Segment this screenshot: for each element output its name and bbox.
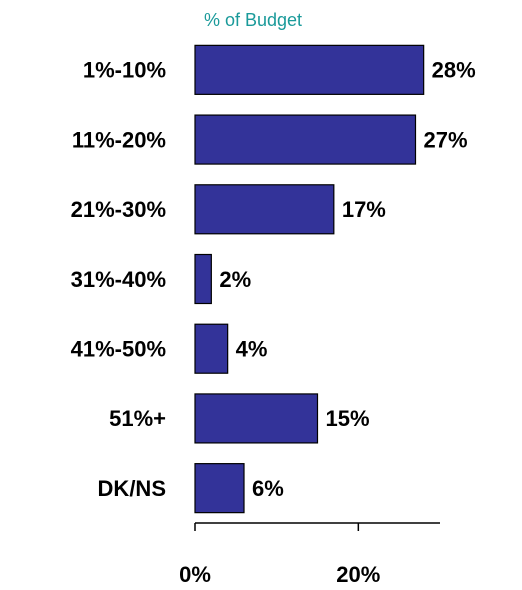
x-tick-label: 20% <box>336 562 380 587</box>
bar <box>194 114 417 165</box>
y-tick-label: 51%+ <box>109 406 166 431</box>
y-tick-label: DK/NS <box>98 476 166 501</box>
bar <box>194 184 335 235</box>
y-tick-label: 31%-40% <box>71 267 166 292</box>
y-tick-label: 41%-50% <box>71 337 166 362</box>
chart-title: % of Budget <box>204 10 302 30</box>
bar <box>194 44 425 95</box>
bar <box>194 323 229 374</box>
data-label: 6% <box>252 476 284 501</box>
bar <box>194 463 245 514</box>
y-tick-label: 21%-30% <box>71 197 166 222</box>
data-label: 15% <box>326 406 370 431</box>
data-label: 4% <box>236 337 268 362</box>
data-label: 27% <box>424 127 468 152</box>
data-label: 2% <box>219 267 251 292</box>
y-tick-label: 1%-10% <box>83 58 166 83</box>
data-label: 28% <box>432 58 476 83</box>
bar <box>194 253 212 305</box>
bar <box>194 393 319 444</box>
x-tick-label: 0% <box>179 562 211 587</box>
data-label: 17% <box>342 197 386 222</box>
y-tick-label: 11%-20% <box>72 127 166 152</box>
